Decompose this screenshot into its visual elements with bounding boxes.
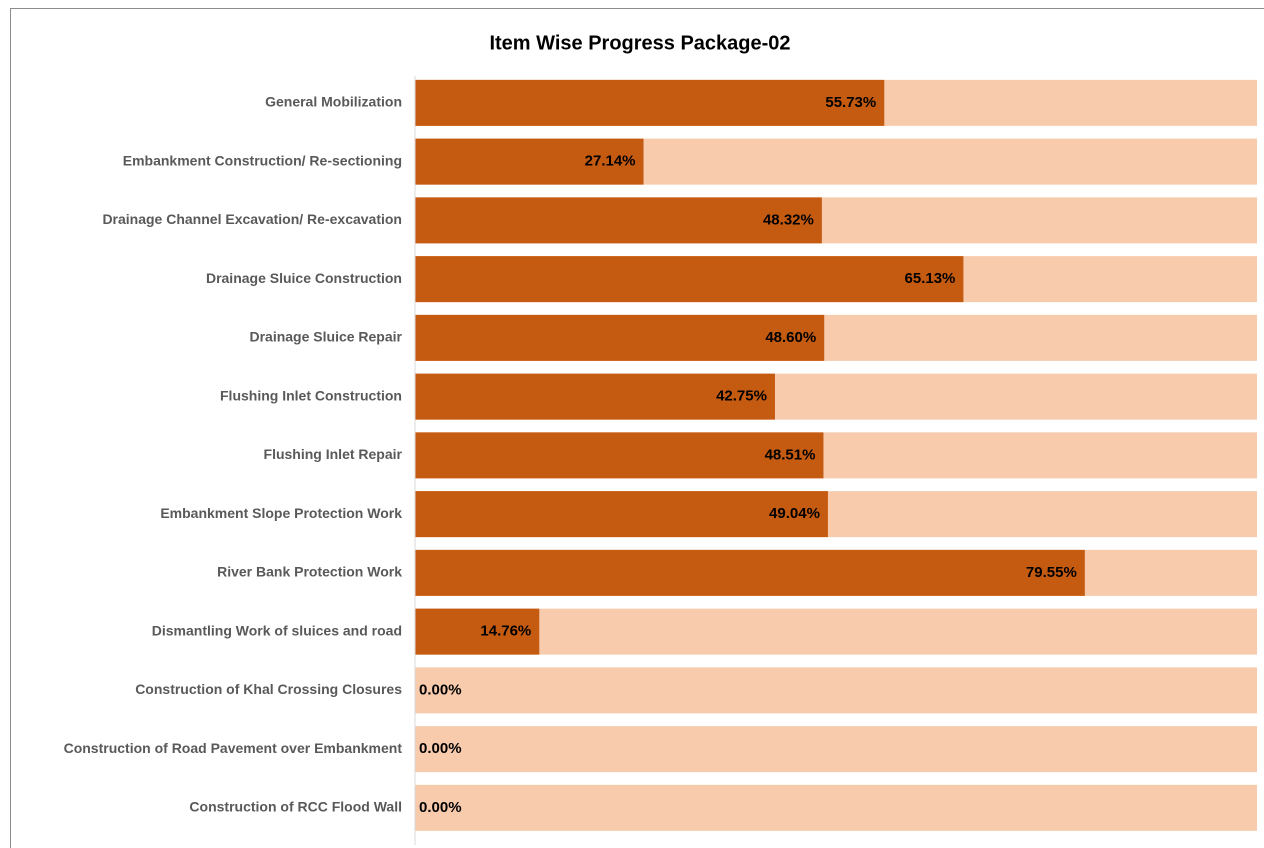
category-label: Dismantling Work of sluices and road xyxy=(152,622,402,638)
value-label: 42.75% xyxy=(716,388,767,405)
category-label: Drainage Sluice Repair xyxy=(249,329,402,345)
value-label: 27.14% xyxy=(585,153,636,170)
bar xyxy=(415,491,828,538)
value-label: 65.13% xyxy=(905,270,956,287)
chart-frame xyxy=(10,8,1264,848)
value-label: 14.76% xyxy=(480,623,531,640)
category-label: Embankment Slope Protection Work xyxy=(160,505,402,521)
bar-track xyxy=(415,784,1257,831)
value-label: 0.00% xyxy=(419,740,462,757)
bar-track xyxy=(415,726,1257,773)
bar-track xyxy=(415,608,1257,655)
category-label: Embankment Construction/ Re-sectioning xyxy=(123,152,402,168)
bar xyxy=(415,432,824,479)
bar xyxy=(415,79,885,126)
bar xyxy=(415,138,644,185)
value-label: 55.73% xyxy=(825,94,876,111)
value-label: 49.04% xyxy=(769,505,820,522)
bar xyxy=(415,608,540,655)
category-label: River Bank Protection Work xyxy=(217,564,402,580)
category-label: Construction of RCC Flood Wall xyxy=(189,799,402,815)
value-label: 48.60% xyxy=(765,329,816,346)
value-label: 48.51% xyxy=(765,446,816,463)
bar xyxy=(415,314,825,361)
bar xyxy=(415,197,822,244)
bar-track xyxy=(415,667,1257,714)
category-label: Construction of Road Pavement over Emban… xyxy=(64,740,403,756)
category-label: General Mobilization xyxy=(265,94,402,110)
bar xyxy=(415,256,964,303)
category-label: Flushing Inlet Construction xyxy=(220,387,402,403)
category-label: Construction of Khal Crossing Closures xyxy=(135,681,402,697)
bar xyxy=(415,549,1085,596)
value-label: 0.00% xyxy=(419,799,462,816)
value-label: 48.32% xyxy=(763,211,814,228)
category-label: Drainage Channel Excavation/ Re-excavati… xyxy=(102,211,402,227)
category-label: Flushing Inlet Repair xyxy=(264,446,403,462)
value-label: 0.00% xyxy=(419,681,462,698)
bar xyxy=(415,373,775,420)
chart-title: Item Wise Progress Package-02 xyxy=(489,32,790,54)
value-label: 79.55% xyxy=(1026,564,1077,581)
category-label: Drainage Sluice Construction xyxy=(206,270,402,286)
